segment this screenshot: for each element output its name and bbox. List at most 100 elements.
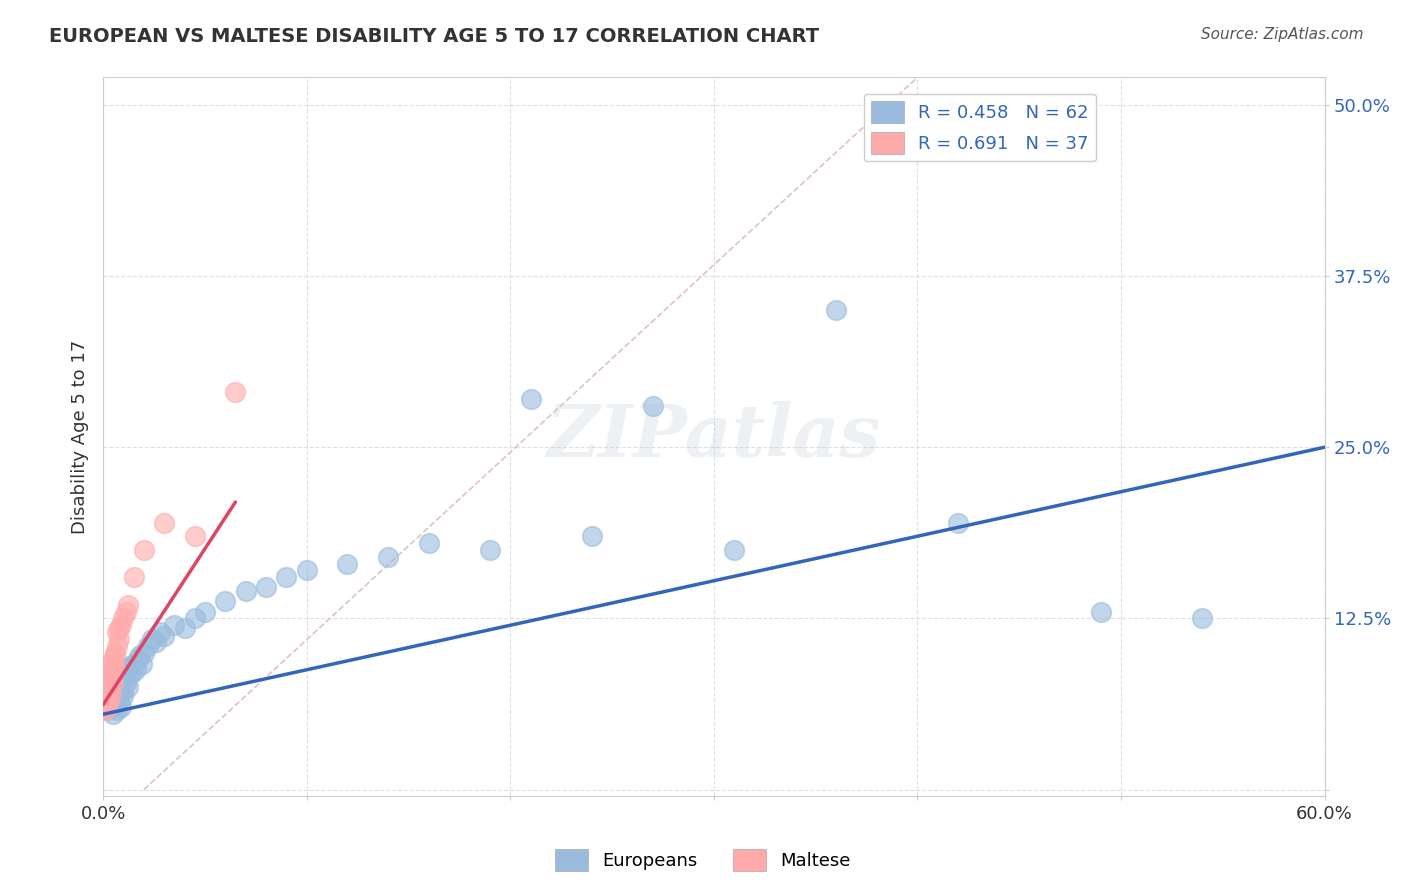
- Point: [114, 605, 136, 619]
- Point: [117, 680, 139, 694]
- Point: [104, 690, 127, 704]
- Point: [519, 392, 541, 407]
- Point: [108, 621, 131, 635]
- Point: [194, 605, 217, 619]
- Point: [132, 646, 155, 660]
- Point: [946, 516, 969, 530]
- Point: [418, 536, 440, 550]
- Point: [94, 703, 117, 717]
- Point: [104, 646, 127, 660]
- Point: [295, 564, 318, 578]
- Point: [98, 698, 121, 712]
- Point: [98, 693, 121, 707]
- Point: [96, 690, 118, 704]
- Point: [112, 690, 135, 704]
- Point: [98, 690, 121, 704]
- Point: [117, 670, 139, 684]
- Point: [100, 700, 122, 714]
- Point: [104, 662, 127, 676]
- Point: [100, 687, 122, 701]
- Point: [96, 703, 118, 717]
- Point: [184, 611, 207, 625]
- Point: [105, 639, 128, 653]
- Point: [91, 698, 114, 712]
- Point: [100, 687, 122, 701]
- Point: [110, 700, 132, 714]
- Point: [478, 543, 501, 558]
- Point: [163, 618, 186, 632]
- Point: [276, 570, 298, 584]
- Point: [103, 673, 125, 687]
- Point: [110, 666, 132, 681]
- Point: [377, 549, 399, 564]
- Point: [110, 618, 132, 632]
- Point: [825, 303, 848, 318]
- Point: [112, 611, 135, 625]
- Point: [173, 621, 195, 635]
- Point: [98, 673, 121, 687]
- Point: [103, 707, 125, 722]
- Point: [131, 657, 153, 671]
- Y-axis label: Disability Age 5 to 17: Disability Age 5 to 17: [72, 340, 89, 534]
- Point: [100, 670, 122, 684]
- Point: [1191, 611, 1213, 625]
- Point: [98, 680, 121, 694]
- Point: [105, 680, 128, 694]
- Point: [98, 675, 121, 690]
- Point: [105, 625, 128, 640]
- Point: [214, 593, 236, 607]
- Point: [153, 516, 176, 530]
- Point: [112, 684, 135, 698]
- Point: [121, 666, 143, 681]
- Point: [104, 684, 127, 698]
- Point: [132, 543, 155, 558]
- Point: [94, 693, 117, 707]
- Point: [184, 529, 207, 543]
- Point: [94, 680, 117, 694]
- Point: [114, 662, 136, 676]
- Point: [103, 693, 125, 707]
- Point: [1090, 605, 1112, 619]
- Point: [94, 687, 117, 701]
- Point: [581, 529, 603, 543]
- Point: [641, 399, 664, 413]
- Text: Source: ZipAtlas.com: Source: ZipAtlas.com: [1201, 27, 1364, 42]
- Point: [108, 673, 131, 687]
- Point: [136, 639, 159, 653]
- Point: [128, 648, 150, 663]
- Point: [103, 675, 125, 690]
- Legend: R = 0.458   N = 62, R = 0.691   N = 37: R = 0.458 N = 62, R = 0.691 N = 37: [863, 94, 1095, 161]
- Point: [125, 662, 148, 676]
- Point: [96, 700, 118, 714]
- Point: [145, 634, 167, 648]
- Point: [100, 662, 122, 676]
- Point: [141, 632, 163, 646]
- Point: [103, 652, 125, 666]
- Point: [336, 557, 359, 571]
- Point: [98, 659, 121, 673]
- Point: [96, 684, 118, 698]
- Point: [149, 625, 172, 640]
- Point: [235, 584, 257, 599]
- Point: [108, 632, 131, 646]
- Text: EUROPEAN VS MALTESE DISABILITY AGE 5 TO 17 CORRELATION CHART: EUROPEAN VS MALTESE DISABILITY AGE 5 TO …: [49, 27, 820, 45]
- Point: [122, 657, 145, 671]
- Point: [224, 385, 246, 400]
- Point: [117, 598, 139, 612]
- Point: [723, 543, 745, 558]
- Point: [122, 570, 145, 584]
- Point: [103, 657, 125, 671]
- Point: [100, 680, 122, 694]
- Point: [153, 629, 176, 643]
- Point: [114, 675, 136, 690]
- Point: [104, 698, 127, 712]
- Point: [108, 693, 131, 707]
- Point: [96, 675, 118, 690]
- Legend: Europeans, Maltese: Europeans, Maltese: [548, 842, 858, 879]
- Point: [104, 648, 127, 663]
- Point: [94, 693, 117, 707]
- Point: [91, 690, 114, 704]
- Point: [127, 652, 149, 666]
- Point: [105, 703, 128, 717]
- Point: [108, 687, 131, 701]
